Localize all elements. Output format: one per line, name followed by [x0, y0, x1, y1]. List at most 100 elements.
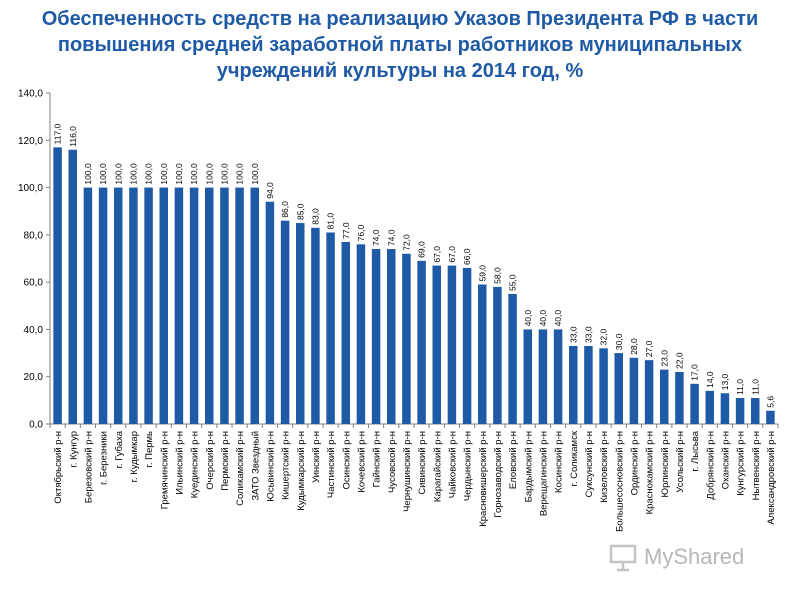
- category-label: Сивинский р-н: [417, 431, 428, 495]
- data-label: 100,0: [235, 163, 245, 185]
- data-label: 74,0: [386, 229, 396, 246]
- category-label: Соликамский р-н: [235, 431, 246, 506]
- category-label: Косинский р-н: [554, 431, 565, 493]
- data-label: 22,0: [674, 352, 684, 369]
- category-label: Березовский р-н: [83, 431, 94, 503]
- category-label: Очерский р-н: [205, 431, 216, 490]
- bar: [599, 348, 608, 424]
- category-label: г. Кудымкар: [129, 431, 140, 482]
- category-label: Ильинский р-н: [174, 431, 185, 495]
- bar: [402, 253, 411, 424]
- bar: [296, 223, 305, 424]
- bar: [53, 147, 62, 424]
- data-label: 40,0: [538, 310, 548, 327]
- data-label: 100,0: [98, 163, 108, 185]
- category-label: Чайковский р-н: [447, 431, 458, 498]
- category-label: Октябрьский р-н: [53, 431, 64, 504]
- data-label: 100,0: [83, 163, 93, 185]
- category-label: Чердынский р-н: [463, 431, 474, 501]
- category-label: Ординский р-н: [629, 431, 640, 495]
- bar: [447, 265, 457, 424]
- data-label: 33,0: [583, 326, 593, 343]
- data-label: 55,0: [508, 274, 518, 291]
- bar: [341, 241, 350, 424]
- bar: [356, 244, 366, 424]
- data-label: 14,0: [705, 371, 715, 388]
- data-label: 100,0: [113, 163, 123, 185]
- category-label: Красновишерский р-н: [478, 431, 489, 527]
- bar: [189, 187, 199, 424]
- y-tick-label: 20,0: [24, 372, 44, 383]
- bar: [584, 345, 593, 424]
- category-label: Горнозаводский р-н: [493, 431, 504, 518]
- category-label: Гайнский р-н: [372, 431, 383, 487]
- category-label: Куединский р-н: [190, 431, 201, 498]
- bar: [250, 187, 259, 424]
- bar: [205, 187, 214, 424]
- data-label: 30,0: [614, 333, 624, 350]
- bar: [569, 345, 578, 424]
- data-label: 81,0: [326, 213, 336, 230]
- data-label: 66,0: [462, 248, 472, 265]
- data-label: 72,0: [401, 234, 411, 251]
- category-label: г. Пермь: [144, 431, 155, 468]
- y-tick-label: 120,0: [18, 136, 43, 147]
- category-label: Добрянский р-н: [705, 431, 716, 500]
- bar: [675, 371, 684, 424]
- data-label: 33,0: [568, 326, 578, 343]
- category-label: Суксунский р-н: [584, 431, 595, 497]
- data-label: 17,0: [690, 364, 700, 381]
- bar: [508, 293, 517, 424]
- data-label: 100,0: [204, 163, 214, 185]
- bar: [735, 397, 745, 424]
- data-label: 28,0: [629, 338, 639, 355]
- data-label: 85,0: [295, 203, 305, 220]
- y-tick-label: 140,0: [18, 89, 43, 100]
- category-label: Юсьвинский р-н: [265, 431, 276, 502]
- data-label: 11,0: [750, 379, 760, 395]
- data-label: 13,0: [720, 373, 730, 390]
- bar: [705, 390, 714, 424]
- bar: [265, 201, 275, 424]
- y-tick-label: 100,0: [18, 183, 43, 194]
- bar: [114, 187, 123, 424]
- data-label: 77,0: [341, 222, 351, 239]
- bar: [417, 260, 426, 424]
- bar: [129, 187, 138, 424]
- y-tick-label: 0,0: [29, 420, 43, 431]
- category-label: Чернушинский р-н: [402, 431, 413, 512]
- category-label: Кочевский р-н: [356, 431, 367, 493]
- category-label: Усольский р-н: [675, 431, 686, 493]
- bar: [629, 357, 639, 424]
- bar: [235, 187, 244, 424]
- category-label: г. Кунгур: [68, 431, 79, 468]
- category-label: Частинский р-н: [326, 431, 337, 498]
- bar: [660, 369, 669, 424]
- bar: [98, 187, 108, 424]
- category-label: Бардымский р-н: [523, 431, 534, 502]
- category-label: Пермский р-н: [220, 431, 231, 491]
- bar: [644, 360, 654, 424]
- data-label: 76,0: [356, 224, 366, 241]
- category-label: Краснокамский р-н: [645, 431, 656, 514]
- bar: [432, 265, 441, 424]
- data-label: 74,0: [371, 229, 381, 246]
- bar: [371, 249, 381, 424]
- category-label: Кизеловский р-н: [599, 431, 610, 503]
- data-label: 69,0: [417, 241, 427, 258]
- bar: [538, 329, 548, 424]
- watermark-text: MyShared: [644, 544, 745, 569]
- category-label: Чусовской р-н: [387, 431, 398, 493]
- category-label: Большесосновский р-н: [614, 431, 625, 532]
- category-label: Александровский р-н: [766, 431, 777, 525]
- category-label: Кудымкарский р-н: [296, 431, 307, 511]
- data-label: 100,0: [128, 163, 138, 185]
- bar: [690, 383, 699, 424]
- data-label: 100,0: [174, 163, 184, 185]
- category-label: Юрлинский р-н: [660, 431, 671, 498]
- presentation-logo-icon: [609, 544, 637, 572]
- bar: [766, 410, 775, 424]
- data-label: 100,0: [189, 163, 199, 185]
- bar: [280, 220, 290, 424]
- data-label: 86,0: [280, 201, 290, 218]
